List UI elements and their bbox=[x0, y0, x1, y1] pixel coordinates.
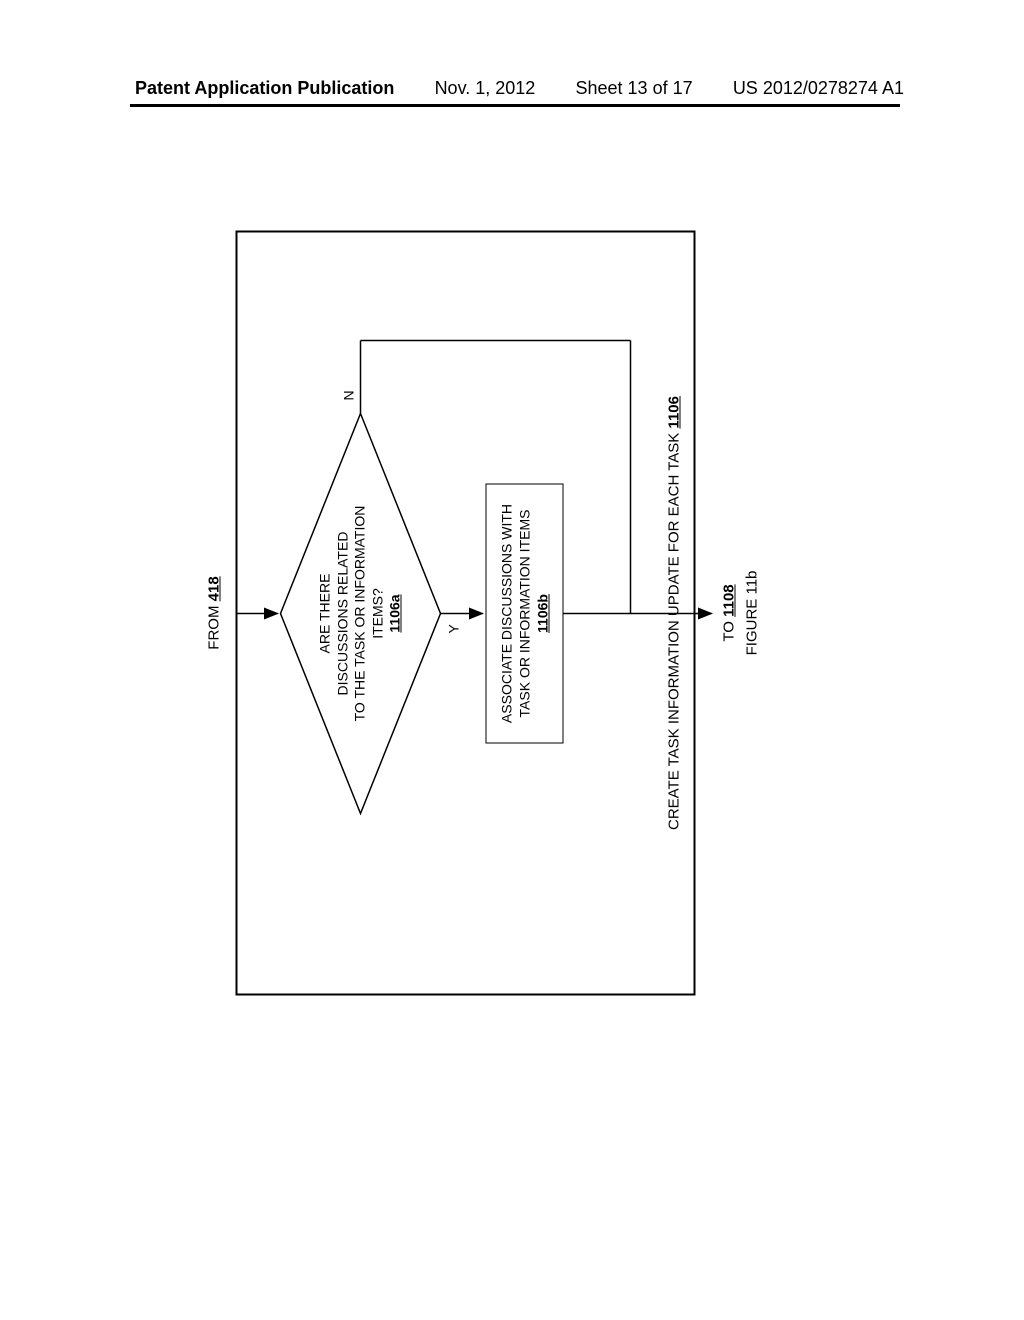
decision-diamond: ARE THERE DISCUSSIONS RELATED TO THE TAS… bbox=[280, 413, 440, 813]
page: Patent Application Publication Nov. 1, 2… bbox=[0, 0, 1024, 1320]
diagram-rotated: FROM 418 bbox=[195, 230, 770, 995]
header-docnum: US 2012/0278274 A1 bbox=[733, 78, 904, 99]
decision-line1: ARE THERE bbox=[316, 573, 334, 653]
header-rule bbox=[130, 104, 900, 107]
decision-line4: ITEMS? bbox=[369, 588, 387, 639]
decision-line3: TO THE TASK OR INFORMATION bbox=[351, 505, 369, 721]
header-left: Patent Application Publication bbox=[135, 78, 394, 99]
decision-text: ARE THERE DISCUSSIONS RELATED TO THE TAS… bbox=[280, 413, 440, 813]
header-sheet: Sheet 13 of 17 bbox=[576, 78, 693, 99]
decision-ref: 1106a bbox=[386, 594, 404, 632]
header-date: Nov. 1, 2012 bbox=[435, 78, 536, 99]
page-header: Patent Application Publication Nov. 1, 2… bbox=[0, 78, 1024, 99]
decision-line2: DISCUSSIONS RELATED bbox=[334, 531, 352, 695]
diagram-container: FROM 418 bbox=[195, 230, 770, 995]
